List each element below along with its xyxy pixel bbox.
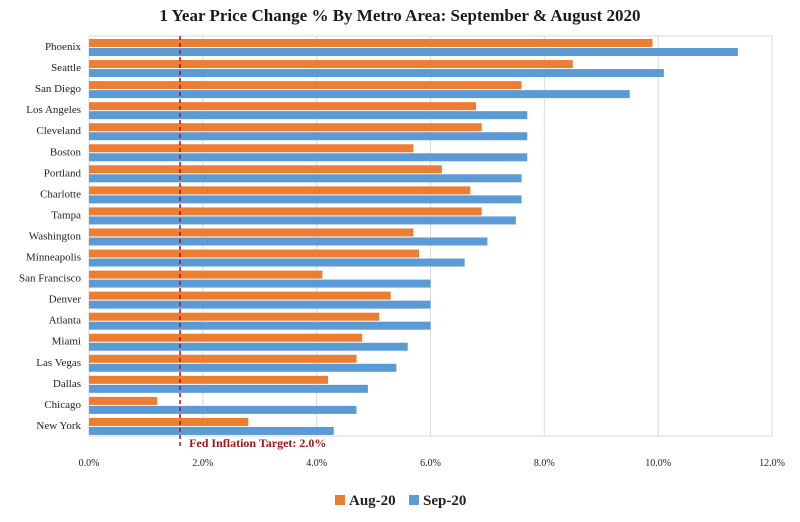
bar-sep-20 [89,237,488,246]
bar-aug-20 [89,354,357,363]
category-label: San Francisco [19,273,82,285]
legend-swatch [409,495,419,505]
legend-label: Aug-20 [349,493,396,509]
x-tick-label: 10.0% [645,458,671,469]
bar-aug-20 [89,228,414,237]
bar-aug-20 [89,207,482,216]
bar-sep-20 [89,153,528,162]
bar-aug-20 [89,291,391,300]
category-label: Cleveland [36,125,81,137]
bar-aug-20 [89,39,653,47]
bar-sep-20 [89,90,630,99]
category-label: Denver [49,294,82,306]
bar-aug-20 [89,333,363,342]
category-label: New York [36,420,81,432]
x-tick-label: 0.0% [79,458,100,469]
bar-sep-20 [89,69,664,78]
bar-aug-20 [89,396,158,405]
bar-aug-20 [89,186,471,195]
bar-aug-20 [89,249,420,258]
bar-sep-20 [89,174,522,183]
bar-sep-20 [89,321,431,330]
bar-sep-20 [89,111,528,120]
bar-sep-20 [89,258,465,267]
bar-sep-20 [89,195,522,204]
bar-sep-20 [89,279,431,288]
category-label: Seattle [51,62,81,74]
category-label: Atlanta [49,315,81,327]
category-label: Tampa [51,209,81,221]
bar-aug-20 [89,417,249,426]
bar-sep-20 [89,48,738,56]
x-tick-label: 8.0% [534,458,555,469]
bar-sep-20 [89,384,368,393]
category-label: Miami [52,336,81,348]
bar-sep-20 [89,363,397,372]
bar-aug-20 [89,60,573,69]
category-label: Portland [44,167,82,179]
bar-sep-20 [89,405,357,414]
category-label: Las Vegas [36,357,81,369]
x-tick-label: 2.0% [192,458,213,469]
category-label: Boston [50,146,82,158]
bar-aug-20 [89,81,522,90]
x-tick-label: 12.0% [759,458,785,469]
bar-aug-20 [89,102,477,111]
x-tick-label: 6.0% [420,458,441,469]
x-tick-label: 4.0% [306,458,327,469]
bar-sep-20 [89,342,408,351]
category-label: Washington [29,230,82,242]
category-label: Phoenix [45,41,82,53]
chart-title: 1 Year Price Change % By Metro Area: Sep… [159,6,641,25]
bar-sep-20 [89,426,334,435]
bar-aug-20 [89,144,414,153]
bar-aug-20 [89,270,323,279]
category-label: Los Angeles [26,104,81,116]
bar-sep-20 [89,132,528,141]
fed-target-label: Fed Inflation Target: 2.0% [189,436,326,450]
category-label: Dallas [53,378,81,390]
bar-aug-20 [89,375,329,384]
bar-sep-20 [89,216,516,225]
category-label: Chicago [44,399,81,411]
legend-label: Sep-20 [423,493,466,509]
category-label: Minneapolis [26,252,81,264]
category-label: San Diego [35,83,82,95]
bar-sep-20 [89,300,431,309]
bar-aug-20 [89,312,380,321]
bar-aug-20 [89,165,442,174]
category-label: Charlotte [40,188,81,200]
legend-swatch [335,495,345,505]
bar-aug-20 [89,123,482,132]
